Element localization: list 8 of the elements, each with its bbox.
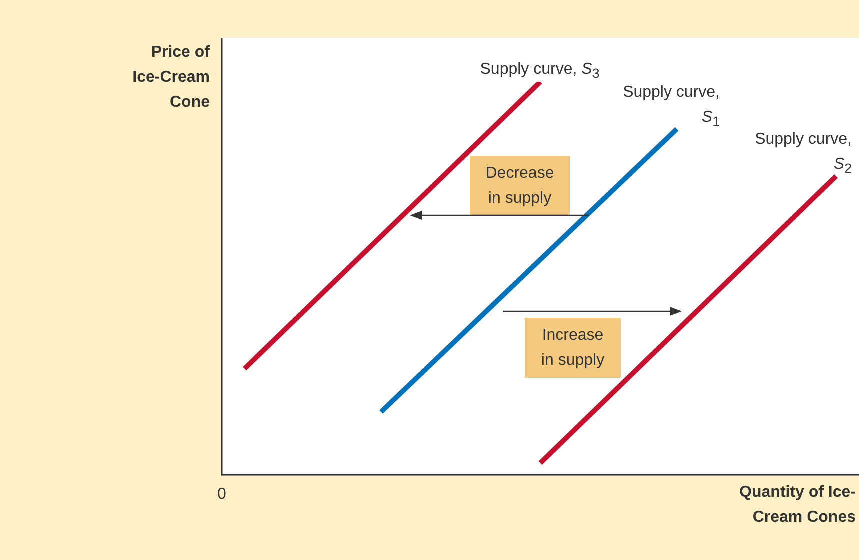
series-label: Supply curve, S$_{3}$	[480, 61, 600, 82]
text: 0	[216, 485, 228, 505]
y-axis-title: Price of Ice-Cream Cone	[132, 43, 210, 113]
annotation: Decrease in supply	[470, 156, 570, 215]
series-label: Supply curve, S$_{1}$	[622, 83, 720, 132]
series-label: Supply curve, S$_{2}$	[754, 130, 852, 178]
annotation: Increase in supply	[525, 318, 621, 378]
x-axis-title: Quantity of Ice-Cream Cones	[738, 483, 856, 528]
